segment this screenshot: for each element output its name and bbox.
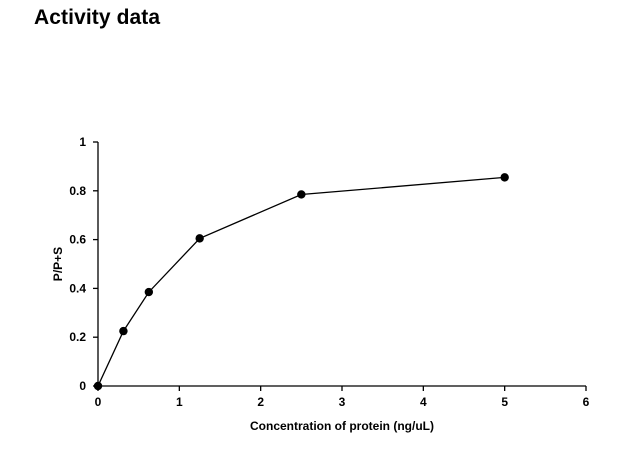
data-point <box>93 381 103 391</box>
x-tick-label: 2 <box>257 395 264 409</box>
y-tick-label: 1 <box>79 135 86 149</box>
y-tick-label: 0.6 <box>69 233 86 247</box>
chart-axes <box>97 142 586 387</box>
chart-ticks: 0 1 2 3 4 5 6 0 0.2 0.4 0.6 0.8 1 <box>69 135 589 409</box>
page-title: Activity data <box>34 6 161 29</box>
series-line <box>97 176 505 387</box>
x-tick-label: 1 <box>176 395 183 409</box>
y-tick-label: 0.8 <box>69 184 86 198</box>
x-axis-title: Concentration of protein (ng/uL) <box>250 419 434 433</box>
data-point <box>297 190 306 199</box>
data-point <box>500 173 509 182</box>
y-tick-label: 0 <box>79 379 86 393</box>
data-point <box>119 326 128 336</box>
x-tick-label: 4 <box>420 395 427 409</box>
x-tick-label: 3 <box>339 395 346 409</box>
x-tick-label: 6 <box>583 395 590 409</box>
x-tick-label: 5 <box>501 395 508 409</box>
y-axis-title: P/P+S <box>51 247 65 281</box>
x-tick-label: 0 <box>95 395 102 409</box>
y-tick-label: 0.4 <box>69 281 86 295</box>
data-point <box>144 287 154 297</box>
data-point <box>195 234 204 243</box>
chart-series <box>93 173 509 391</box>
y-tick-label: 0.2 <box>69 330 86 344</box>
